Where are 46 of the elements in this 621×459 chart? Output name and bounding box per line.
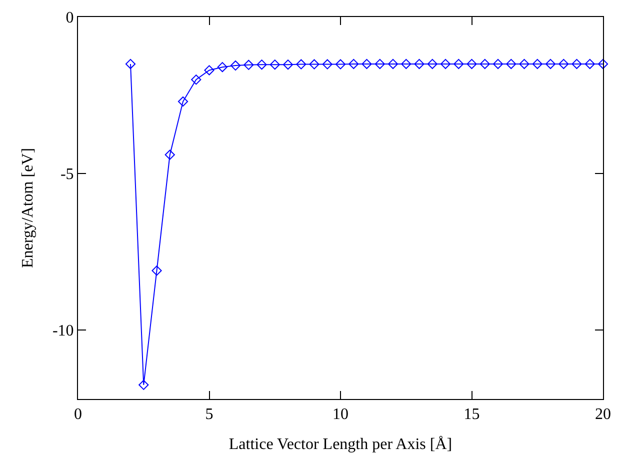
point bbox=[256, 60, 267, 70]
point bbox=[532, 58, 542, 70]
x-tick-label: 5 bbox=[205, 406, 214, 424]
point bbox=[348, 58, 359, 70]
x-tick-label: 10 bbox=[332, 406, 348, 424]
point bbox=[230, 60, 241, 71]
point bbox=[164, 150, 175, 160]
point bbox=[374, 58, 385, 70]
point bbox=[270, 60, 280, 70]
point bbox=[138, 380, 149, 390]
point bbox=[362, 58, 372, 70]
point bbox=[492, 58, 504, 70]
point bbox=[309, 59, 320, 70]
point bbox=[178, 96, 188, 107]
y-tick-label: 0 bbox=[66, 10, 74, 27]
point bbox=[572, 58, 582, 70]
point bbox=[204, 65, 214, 76]
point bbox=[519, 58, 530, 70]
point bbox=[584, 58, 595, 70]
point bbox=[466, 58, 477, 70]
point bbox=[152, 266, 162, 276]
point bbox=[545, 58, 556, 70]
x-tick-label: 15 bbox=[464, 406, 480, 424]
point bbox=[558, 58, 569, 70]
point bbox=[454, 58, 464, 70]
point bbox=[401, 58, 412, 70]
point bbox=[282, 60, 294, 70]
point bbox=[414, 58, 424, 70]
point bbox=[480, 58, 490, 70]
y-tick-label: -10 bbox=[52, 322, 74, 340]
point bbox=[191, 74, 202, 85]
x-axis-title: Lattice Vector Length per Axis [Å] bbox=[228, 434, 452, 453]
x-tick-label: 20 bbox=[595, 406, 611, 424]
point bbox=[335, 59, 346, 70]
point bbox=[506, 58, 516, 70]
y-tick-label: -5 bbox=[60, 166, 74, 184]
point bbox=[440, 58, 451, 70]
point bbox=[427, 58, 438, 70]
point bbox=[217, 62, 228, 72]
y-axis-title: Energy/Atom [eV] bbox=[19, 148, 36, 268]
point bbox=[388, 58, 398, 70]
point bbox=[244, 60, 254, 70]
point bbox=[296, 59, 306, 70]
point bbox=[598, 58, 608, 70]
point bbox=[322, 59, 332, 70]
point bbox=[125, 58, 136, 70]
